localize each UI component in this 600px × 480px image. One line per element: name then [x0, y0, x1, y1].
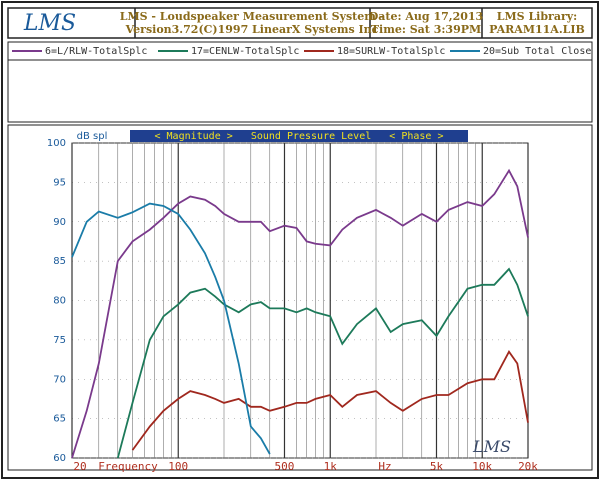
- x-tick-label: 20: [73, 460, 86, 473]
- time: Time: Sat 3:39PM: [371, 23, 481, 36]
- x-tick-label: 500: [275, 460, 295, 473]
- banner: < Magnitude > Sound Pressure Level < Pha…: [155, 131, 444, 142]
- series-line: [71, 202, 271, 455]
- plot-frame: [7, 124, 593, 471]
- x-axis-unit: Hz: [378, 460, 391, 473]
- x-tick-label: 1k: [324, 460, 338, 473]
- header-box: [7, 7, 593, 39]
- system-name: LMS - Loudspeaker Measurement System -: [120, 10, 385, 23]
- legend-box: [7, 41, 593, 123]
- series-line: [71, 168, 529, 459]
- date: Date: Aug 17,2013: [369, 10, 483, 23]
- y-tick-label: 60: [53, 453, 66, 464]
- y-tick-label: 85: [53, 256, 66, 267]
- y-tick-label: 95: [53, 177, 66, 188]
- x-tick-label: 20k: [518, 460, 538, 473]
- library: LMS Library:: [497, 10, 577, 23]
- y-tick-label: 90: [53, 217, 66, 228]
- y-tick-label: 100: [47, 138, 66, 149]
- system-version: Version3.72(C)1997 LinearX Systems Inc: [125, 23, 379, 36]
- y-tick-label: 75: [53, 335, 66, 346]
- y-axis-label: dB spl: [77, 131, 108, 142]
- legend-label: 20=Sub Total Close: [483, 46, 591, 57]
- x-tick-label: 100: [168, 460, 188, 473]
- series-line: [131, 349, 529, 451]
- x-tick-label: 10k: [472, 460, 492, 473]
- watermark: LMS: [472, 437, 511, 456]
- legend-label: 17=CENLW-TotalSplc: [191, 46, 299, 57]
- y-tick-label: 65: [53, 414, 66, 425]
- y-tick-label: 70: [53, 374, 66, 385]
- series-line: [116, 267, 529, 459]
- x-axis-label: Frequency: [98, 460, 158, 473]
- banner-bg: [130, 130, 468, 142]
- legend-label: 6=L/RLW-TotalSplc: [45, 46, 147, 57]
- legend-label: 18=SURLW-TotalSplc: [337, 46, 445, 57]
- x-tick-label: 5k: [430, 460, 444, 473]
- logo: LMS: [23, 11, 76, 36]
- y-tick-label: 80: [53, 296, 66, 307]
- library-file: PARAM11A.LIB: [489, 23, 585, 36]
